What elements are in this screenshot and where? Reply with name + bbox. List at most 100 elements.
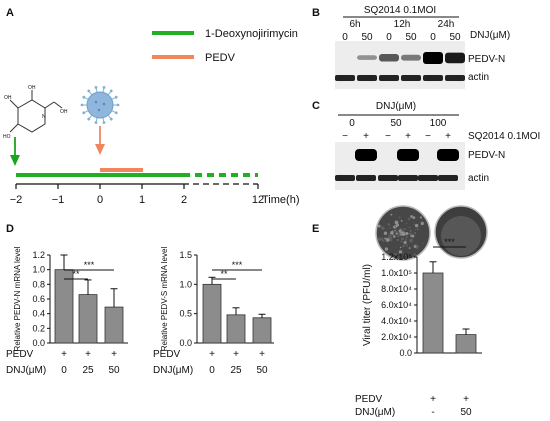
y-tick-label: 1.0 — [179, 279, 192, 289]
y-tick-label: 0.0 — [179, 338, 192, 348]
panel-b-actin-band — [445, 75, 465, 81]
panel-b-dose-label: 0 — [342, 32, 348, 43]
panel-b-time-label: 12h — [394, 19, 411, 30]
bar — [78, 294, 98, 344]
panel-c-virus-sign: + — [445, 131, 451, 142]
panel-c-actin-band — [356, 175, 376, 181]
chart-viral-titer: 0.0 2.0x10⁴ 4.0x10⁴ 6.0x10⁴ 8.0x10⁴ 1.0x10⁵ 1.… — [355, 237, 482, 418]
row-label-dose: DNJ(μM) — [355, 407, 395, 418]
y-tick-label: 0.8 — [32, 279, 45, 289]
panel-c-actin-band — [335, 175, 355, 181]
category-label: 50 — [108, 365, 120, 376]
significance-label: *** — [444, 237, 455, 247]
virus-sign-label: + — [209, 349, 215, 360]
bar — [54, 269, 74, 344]
time-axis-tick-label: 12 — [252, 194, 264, 206]
category-label: 50 — [256, 365, 268, 376]
virus-sign-label: + — [463, 394, 469, 405]
panel-b-pedv-n-band — [357, 55, 377, 60]
panel-b-dose-label: 50 — [361, 32, 373, 43]
panel-c-title: DNJ(μM) — [376, 101, 416, 112]
y-tick-label: 8.0x10⁴ — [381, 284, 412, 294]
y-axis-label: Relative PEDV-S mRNA level — [160, 247, 169, 352]
category-label: - — [431, 407, 434, 418]
panel-b-dose-label: 0 — [386, 32, 392, 43]
chart-pedv-n: 0.0 0.2 0.4 0.6 0.8 1.0 1.2 Relative PEDV-N mRN… — [6, 246, 128, 376]
time-axis-tick-label: 1 — [139, 194, 145, 206]
panel-c-pedv-n-band — [397, 149, 419, 161]
time-axis-label: Time(h) — [262, 194, 299, 206]
y-tick-label: 0.2 — [32, 323, 45, 333]
dnj-molecule-atoms: OH OH OH HO N — [3, 85, 68, 140]
bar — [252, 317, 272, 344]
y-tick-label: 1.2 — [32, 250, 45, 260]
panel-c-virus-label: SQ2014 0.1MOI — [468, 131, 540, 142]
row-label-virus: PEDV — [355, 394, 383, 405]
virus-sign-label: + — [259, 349, 265, 360]
svg-text:OH: OH — [28, 85, 36, 91]
dnj-molecule-structure — [9, 90, 63, 133]
plaque-image-control — [375, 205, 431, 261]
virus-sign-label: + — [111, 349, 117, 360]
pedv-virus-icon — [80, 86, 120, 124]
panel-c-virus-sign: + — [363, 131, 369, 142]
panel-label-d: D — [6, 223, 14, 235]
panel-b-actin-band — [357, 75, 377, 81]
panel-b-pedv-n-band — [423, 52, 443, 64]
y-tick-label: 2.0x10⁴ — [381, 332, 412, 342]
panel-c-band-label-actin: actin — [468, 173, 489, 184]
panel-b-actin-band — [335, 75, 355, 81]
svg-text:OH: OH — [60, 109, 68, 115]
legend-pedv-label: PEDV — [205, 52, 236, 64]
svg-text:OH: OH — [4, 95, 12, 101]
bar — [422, 272, 444, 354]
time-axis-tick-label: 0 — [97, 194, 103, 206]
panel-b-actin-band — [423, 75, 443, 81]
category-label: 25 — [82, 365, 94, 376]
panel-label-e: E — [312, 223, 319, 235]
row-label-dose: DNJ(μM) — [153, 365, 193, 376]
y-tick-label: 6.0x10⁴ — [381, 300, 412, 310]
panel-c-pedv-n-band — [355, 149, 377, 161]
row-label-dose: DNJ(μM) — [6, 365, 46, 376]
panel-c-dose-label: 50 — [390, 118, 402, 129]
panel-c-virus-sign: − — [342, 131, 348, 142]
bar — [226, 314, 246, 344]
panel-c-actin-band — [418, 175, 438, 181]
svg-text:N: N — [42, 114, 46, 120]
panel-c-band-label-pedv-n: PEDV-N — [468, 150, 505, 161]
bar — [455, 334, 477, 354]
panel-b-dose-unit: DNJ(μM) — [470, 30, 510, 41]
panel-label-a: A — [6, 7, 14, 19]
panel-b-time-label: 6h — [349, 19, 360, 30]
time-axis-tick-label: 2 — [181, 194, 187, 206]
y-tick-label: 0.0 — [399, 348, 412, 358]
panel-b-dose-label: 50 — [449, 32, 461, 43]
panel-b-dose-label: 50 — [405, 32, 417, 43]
panel-c-actin-band — [438, 175, 458, 181]
virus-sign-label: + — [61, 349, 67, 360]
virus-sign-label: + — [85, 349, 91, 360]
y-axis-label: Viral titer (PFU/ml) — [362, 264, 373, 346]
panel-c-actin-band — [398, 175, 418, 181]
category-label: 0 — [209, 365, 215, 376]
panel-c-virus-sign: − — [425, 131, 431, 142]
panel-label-c: C — [312, 100, 320, 112]
y-tick-label: 0.0 — [32, 338, 45, 348]
panel-b-band-label-actin: actin — [468, 72, 489, 83]
bar — [202, 283, 222, 344]
y-tick-label: 1.0 — [32, 265, 45, 275]
time-axis-tick-label: −1 — [52, 194, 65, 206]
row-label-virus: PEDV — [6, 349, 34, 360]
pedv-arrow-head — [95, 144, 105, 155]
panel-c-pedv-n-band — [437, 149, 459, 161]
chart-pedv-s: 0.0 0.5 1.0 1.5 Relative PEDV-S mRNA level **… — [153, 247, 274, 376]
panel-b-pedv-n-band — [445, 52, 465, 64]
plaque-image-dnj — [434, 205, 488, 259]
category-label: 50 — [460, 407, 472, 418]
svg-text:HO: HO — [3, 134, 11, 140]
time-axis-tick-label: −2 — [10, 194, 23, 206]
panel-c-dose-label: 100 — [430, 118, 447, 129]
y-tick-label: 0.6 — [32, 294, 45, 304]
